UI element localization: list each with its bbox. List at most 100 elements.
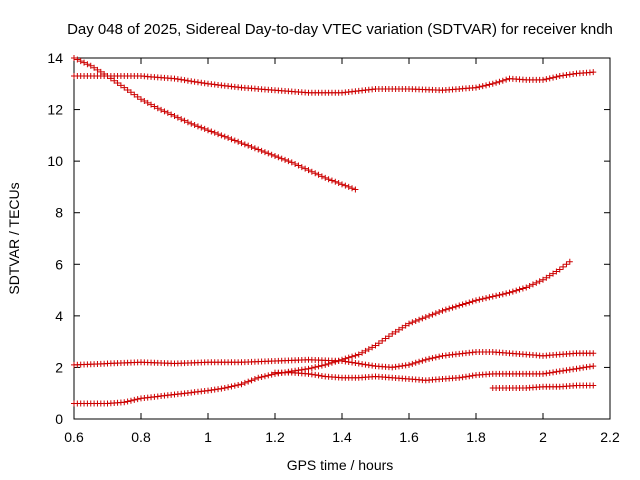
data-point xyxy=(171,113,178,120)
data-point xyxy=(523,284,530,291)
data-point xyxy=(540,276,546,283)
data-point xyxy=(473,297,479,304)
data-point xyxy=(134,93,141,100)
series-sat-A xyxy=(71,55,359,193)
data-point xyxy=(171,75,178,82)
data-point xyxy=(379,337,386,344)
data-point xyxy=(121,399,128,406)
chart-title: Day 048 of 2025, Sidereal Day-to-day VTE… xyxy=(67,21,613,38)
data-point xyxy=(365,362,372,369)
data-point xyxy=(349,359,356,366)
data-point xyxy=(359,349,366,356)
data-point xyxy=(121,84,128,91)
data-point xyxy=(406,320,412,327)
data-point xyxy=(476,296,483,303)
data-point xyxy=(426,355,433,362)
data-point xyxy=(305,167,312,174)
data-point xyxy=(148,101,155,108)
data-point xyxy=(325,360,332,367)
data-point xyxy=(553,73,560,80)
series-sat-C xyxy=(71,348,597,371)
data-point xyxy=(499,291,506,298)
data-point xyxy=(308,168,315,175)
data-point xyxy=(308,364,315,371)
data-point xyxy=(462,373,469,380)
data-point xyxy=(298,164,305,171)
data-point xyxy=(473,84,479,91)
data-point xyxy=(198,79,205,86)
data-point xyxy=(483,82,490,89)
data-point xyxy=(553,268,560,275)
data-point xyxy=(255,146,262,153)
data-point xyxy=(590,69,597,76)
data-point xyxy=(168,111,175,118)
data-point xyxy=(550,270,557,277)
data-point xyxy=(322,361,329,368)
data-point xyxy=(231,137,238,144)
data-point xyxy=(553,368,560,375)
x-tick-label: 0.6 xyxy=(64,429,84,445)
data-point xyxy=(248,377,255,384)
data-point xyxy=(127,397,134,404)
data-point xyxy=(409,319,416,326)
data-point xyxy=(486,81,493,88)
data-point xyxy=(352,352,359,359)
data-point xyxy=(315,372,322,379)
data-point xyxy=(560,72,567,79)
data-point xyxy=(265,372,272,379)
data-point xyxy=(586,363,593,370)
data-point xyxy=(332,358,339,365)
data-point xyxy=(590,363,597,370)
data-point xyxy=(238,381,245,388)
data-point xyxy=(566,71,573,78)
data-point xyxy=(590,382,597,389)
data-point xyxy=(493,79,500,86)
data-point xyxy=(335,357,342,364)
data-point xyxy=(178,76,185,83)
data-point xyxy=(255,374,262,381)
data-point xyxy=(526,282,533,289)
data-point xyxy=(87,62,94,69)
data-point xyxy=(131,91,138,98)
data-point xyxy=(94,66,101,73)
data-point xyxy=(540,76,546,83)
data-point xyxy=(409,360,416,367)
data-point xyxy=(288,159,295,166)
data-point xyxy=(191,78,198,85)
data-point xyxy=(516,286,523,293)
data-point xyxy=(573,365,580,372)
data-point xyxy=(489,80,496,87)
data-point xyxy=(509,288,516,295)
data-point xyxy=(228,136,235,143)
data-point xyxy=(570,70,577,77)
data-point xyxy=(543,370,550,377)
data-point xyxy=(302,165,309,172)
data-point xyxy=(556,368,563,375)
data-point xyxy=(117,82,124,89)
data-point xyxy=(124,398,131,405)
data-point xyxy=(225,384,232,391)
x-axis-label: GPS time / hours xyxy=(287,457,394,473)
data-point xyxy=(174,114,181,121)
series-sat-D xyxy=(71,258,573,407)
data-point xyxy=(114,80,121,87)
data-point xyxy=(416,316,423,323)
x-tick-label: 1 xyxy=(204,429,212,445)
data-point xyxy=(201,125,208,132)
data-point xyxy=(355,360,362,367)
data-point xyxy=(84,61,91,68)
data-point xyxy=(201,80,208,87)
data-point xyxy=(315,363,322,370)
data-point xyxy=(151,103,158,110)
data-point xyxy=(563,261,570,268)
data-point xyxy=(546,369,553,376)
y-tick-label: 8 xyxy=(55,205,63,221)
data-point xyxy=(399,362,406,369)
data-point xyxy=(402,362,409,369)
data-point xyxy=(258,147,265,154)
data-point xyxy=(184,119,191,126)
data-point xyxy=(560,263,567,270)
data-point xyxy=(369,344,376,351)
data-point xyxy=(198,124,205,131)
data-point xyxy=(221,133,228,140)
